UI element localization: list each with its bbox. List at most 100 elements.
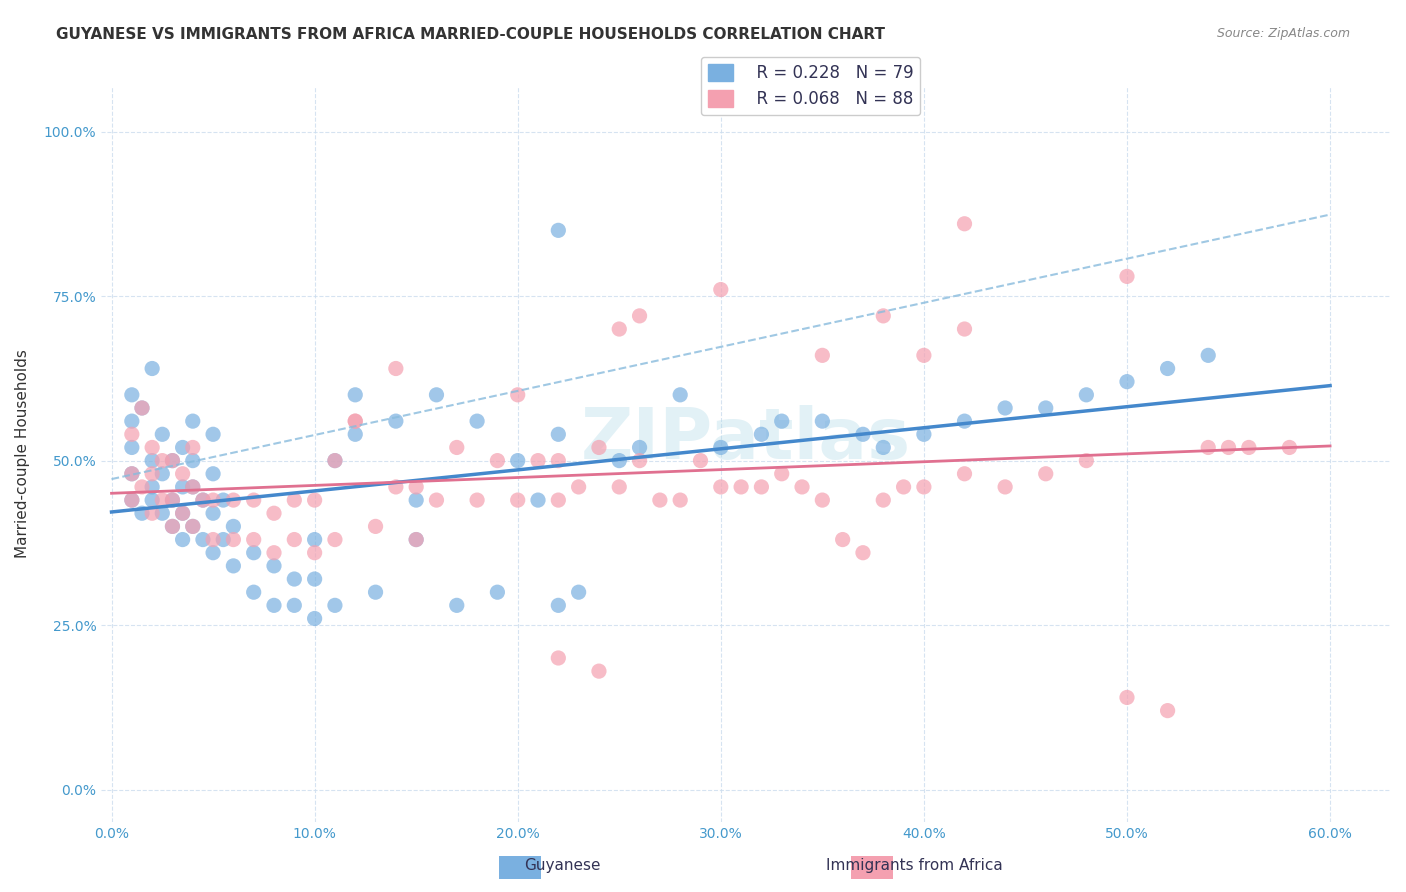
- Immigrants from Africa: [1237, 441, 1260, 455]
- Guyanese: [181, 519, 204, 533]
- Guyanese: [191, 533, 214, 547]
- Immigrants from Africa: [304, 546, 326, 560]
- Immigrants from Africa: [283, 533, 305, 547]
- Immigrants from Africa: [506, 388, 529, 402]
- Guyanese: [811, 414, 834, 428]
- Immigrants from Africa: [607, 322, 630, 336]
- Guyanese: [872, 441, 894, 455]
- Immigrants from Africa: [364, 519, 387, 533]
- Immigrants from Africa: [425, 493, 447, 508]
- Immigrants from Africa: [1156, 704, 1178, 718]
- Guyanese: [304, 572, 326, 586]
- Guyanese: [121, 467, 143, 481]
- Text: GUYANESE VS IMMIGRANTS FROM AFRICA MARRIED-COUPLE HOUSEHOLDS CORRELATION CHART: GUYANESE VS IMMIGRANTS FROM AFRICA MARRI…: [56, 27, 886, 42]
- Guyanese: [547, 599, 569, 613]
- Guyanese: [344, 427, 367, 442]
- Immigrants from Africa: [790, 480, 813, 494]
- Guyanese: [181, 453, 204, 467]
- Guyanese: [304, 533, 326, 547]
- Guyanese: [323, 453, 346, 467]
- Guyanese: [607, 453, 630, 467]
- Text: Guyanese: Guyanese: [524, 858, 600, 872]
- Guyanese: [852, 427, 875, 442]
- Y-axis label: Married-couple Households: Married-couple Households: [15, 350, 30, 558]
- Guyanese: [202, 427, 225, 442]
- Guyanese: [385, 414, 408, 428]
- Immigrants from Africa: [162, 493, 184, 508]
- Immigrants from Africa: [181, 519, 204, 533]
- Guyanese: [141, 361, 163, 376]
- Guyanese: [222, 519, 245, 533]
- Immigrants from Africa: [446, 441, 468, 455]
- Guyanese: [1076, 388, 1098, 402]
- Immigrants from Africa: [263, 506, 285, 520]
- Immigrants from Africa: [385, 480, 408, 494]
- Guyanese: [222, 558, 245, 573]
- Immigrants from Africa: [222, 493, 245, 508]
- Legend:   R = 0.228   N = 79,   R = 0.068   N = 88: R = 0.228 N = 79, R = 0.068 N = 88: [702, 57, 921, 115]
- Immigrants from Africa: [465, 493, 488, 508]
- Immigrants from Africa: [568, 480, 591, 494]
- Guyanese: [141, 493, 163, 508]
- Immigrants from Africa: [323, 533, 346, 547]
- Immigrants from Africa: [547, 651, 569, 665]
- Immigrants from Africa: [811, 348, 834, 362]
- Guyanese: [425, 388, 447, 402]
- Guyanese: [172, 506, 194, 520]
- Immigrants from Africa: [912, 480, 935, 494]
- Immigrants from Africa: [912, 348, 935, 362]
- Guyanese: [121, 493, 143, 508]
- Guyanese: [547, 427, 569, 442]
- Guyanese: [141, 453, 163, 467]
- Guyanese: [242, 585, 264, 599]
- Guyanese: [405, 493, 427, 508]
- Guyanese: [283, 599, 305, 613]
- Guyanese: [283, 572, 305, 586]
- Guyanese: [191, 493, 214, 508]
- Guyanese: [172, 533, 194, 547]
- Immigrants from Africa: [304, 493, 326, 508]
- Immigrants from Africa: [222, 533, 245, 547]
- Text: ZIPatlas: ZIPatlas: [581, 405, 911, 474]
- Guyanese: [1116, 375, 1139, 389]
- Guyanese: [506, 453, 529, 467]
- Immigrants from Africa: [852, 546, 875, 560]
- Guyanese: [465, 414, 488, 428]
- Guyanese: [568, 585, 591, 599]
- Immigrants from Africa: [172, 467, 194, 481]
- Guyanese: [121, 441, 143, 455]
- Guyanese: [202, 546, 225, 560]
- Immigrants from Africa: [283, 493, 305, 508]
- Immigrants from Africa: [181, 441, 204, 455]
- Guyanese: [1197, 348, 1219, 362]
- Guyanese: [242, 546, 264, 560]
- Immigrants from Africa: [607, 480, 630, 494]
- Guyanese: [486, 585, 509, 599]
- Guyanese: [344, 388, 367, 402]
- Guyanese: [263, 558, 285, 573]
- Immigrants from Africa: [323, 453, 346, 467]
- Immigrants from Africa: [872, 493, 894, 508]
- Immigrants from Africa: [1116, 690, 1139, 705]
- Text: Source: ZipAtlas.com: Source: ZipAtlas.com: [1216, 27, 1350, 40]
- Guyanese: [263, 599, 285, 613]
- Immigrants from Africa: [689, 453, 711, 467]
- Text: Immigrants from Africa: Immigrants from Africa: [825, 858, 1002, 872]
- Immigrants from Africa: [1278, 441, 1301, 455]
- Immigrants from Africa: [547, 453, 569, 467]
- Immigrants from Africa: [953, 322, 976, 336]
- Immigrants from Africa: [121, 493, 143, 508]
- Immigrants from Africa: [1076, 453, 1098, 467]
- Guyanese: [405, 533, 427, 547]
- Guyanese: [710, 441, 733, 455]
- Guyanese: [181, 480, 204, 494]
- Guyanese: [202, 506, 225, 520]
- Guyanese: [1156, 361, 1178, 376]
- Immigrants from Africa: [1116, 269, 1139, 284]
- Immigrants from Africa: [953, 217, 976, 231]
- Guyanese: [547, 223, 569, 237]
- Immigrants from Africa: [588, 441, 610, 455]
- Guyanese: [172, 480, 194, 494]
- Guyanese: [121, 388, 143, 402]
- Immigrants from Africa: [263, 546, 285, 560]
